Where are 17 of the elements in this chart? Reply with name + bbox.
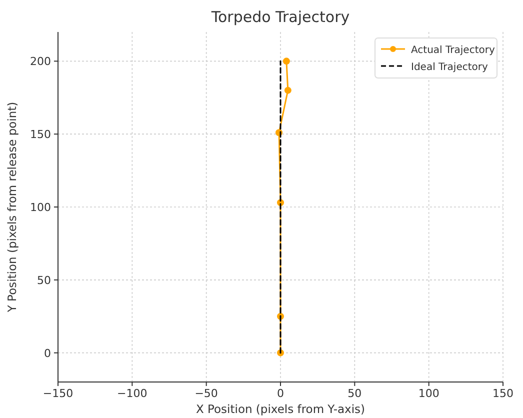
x-tick-label: 0 — [277, 387, 284, 400]
y-tick-label: 50 — [37, 274, 51, 287]
y-tick-label: 150 — [30, 128, 51, 142]
x-tick-label: −150 — [42, 387, 74, 400]
legend-label: Ideal Trajectory — [411, 62, 488, 73]
y-tick-label: 200 — [30, 55, 51, 68]
x-tick-label: −100 — [117, 387, 148, 400]
y-tick-label: 100 — [30, 201, 51, 214]
x-axis-title: X Position (pixels from Y-axis) — [196, 402, 366, 416]
chart-title: Torpedo Trajectory — [210, 8, 350, 26]
y-tick-label: 0 — [44, 346, 51, 360]
x-tick-label: −50 — [194, 387, 218, 400]
legend-label: Actual Trajectory — [411, 45, 495, 56]
x-tick-label: 100 — [418, 387, 440, 400]
x-tick-label: 150 — [492, 387, 514, 400]
x-tick-label: 50 — [348, 387, 362, 400]
y-axis-title: Y Position (pixels from release point) — [5, 102, 19, 314]
